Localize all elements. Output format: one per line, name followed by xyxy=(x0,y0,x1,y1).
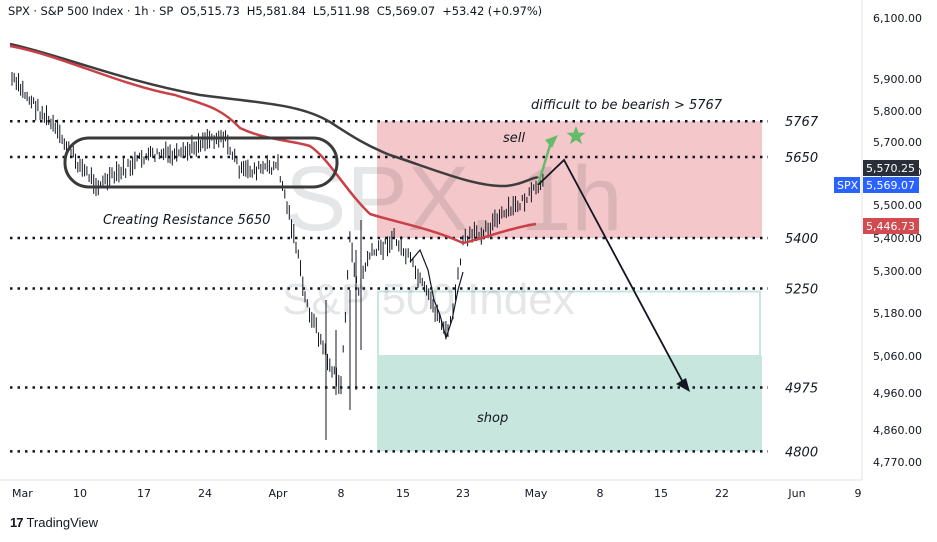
x-tick-label: 17 xyxy=(137,487,151,500)
exchange: SP xyxy=(159,4,174,18)
footer: 17 TradingView xyxy=(10,515,98,530)
x-tick-label: 23 xyxy=(456,487,470,500)
y-tick-label: 5,700.00 xyxy=(873,136,922,149)
x-tick-label: Jun xyxy=(787,487,805,500)
y-tick-label: 4,860.00 xyxy=(873,424,922,437)
y-tick-label: 4,960.00 xyxy=(873,387,922,400)
low-value: L5,511.98 xyxy=(312,4,370,18)
open-value: O5,515.73 xyxy=(180,4,240,18)
chart-header: SPX · S&P 500 Index · 1h · SP O5,515.73 … xyxy=(8,4,542,18)
level-label-5250: 5250 xyxy=(785,283,818,298)
symbol[interactable]: SPX xyxy=(8,4,30,18)
change-value: +53.42 (+0.97%) xyxy=(442,4,543,18)
separator: · xyxy=(33,4,41,18)
sell-zone xyxy=(377,121,762,238)
y-tick-label: 4,770.00 xyxy=(873,456,922,469)
x-tick-label: 9 xyxy=(855,487,862,500)
x-tick-label: 22 xyxy=(715,487,729,500)
y-tick-label: 5,800.00 xyxy=(873,105,922,118)
ma-fast-line xyxy=(9,44,537,245)
close-value: C5,569.07 xyxy=(376,4,436,18)
high-value: H5,581.84 xyxy=(246,4,306,18)
projection-up-arrowhead xyxy=(545,135,558,148)
y-tick-label: 5,300.00 xyxy=(873,265,922,278)
x-tick-label: Mar xyxy=(12,487,33,500)
x-tick-label: 15 xyxy=(396,487,410,500)
price-tag-value: 5,569.07 xyxy=(866,179,915,192)
separator: · xyxy=(126,4,135,18)
y-tick-label: 5,060.00 xyxy=(873,350,922,363)
x-tick-label: May xyxy=(525,487,548,500)
price-tag-symbol-bg xyxy=(834,177,860,193)
x-tick-label: 15 xyxy=(654,487,668,500)
y-tick-label: 5,500.00 xyxy=(873,199,922,212)
level-label-4975: 4975 xyxy=(785,381,818,396)
annotation-2: sell xyxy=(503,131,525,146)
x-tick-label: 8 xyxy=(338,487,345,500)
tradingview-logo-icon[interactable]: 17 xyxy=(10,515,24,530)
projection-up-line xyxy=(536,141,553,186)
level-label-5767: 5767 xyxy=(785,115,819,130)
price-tag-symbol: SPX xyxy=(837,179,859,192)
level-label-4800: 4800 xyxy=(785,445,818,460)
price-tag-bg xyxy=(863,218,919,234)
price-path-apr-dip xyxy=(409,248,464,341)
shop-zone xyxy=(377,356,762,452)
x-tick-label: 24 xyxy=(198,487,212,500)
price-tag-bg xyxy=(863,160,919,176)
price-tag-value: 5,570.25 xyxy=(866,162,915,175)
star-icon xyxy=(566,126,586,145)
y-tick-label: 5,400.00 xyxy=(873,232,922,245)
separator: · xyxy=(152,4,160,18)
annotation-4: shop xyxy=(477,411,508,426)
level-label-5400: 5400 xyxy=(785,232,818,247)
annotation-3: Creating Resistance 5650 xyxy=(103,213,271,228)
x-tick-label: Apr xyxy=(268,487,288,500)
projection-down-line xyxy=(537,158,687,389)
projection-down-arrowhead xyxy=(676,378,690,392)
price-tag-bg xyxy=(863,177,919,193)
level-label-5650: 5650 xyxy=(785,151,818,166)
ma-slow-line xyxy=(9,42,539,188)
annotation-1: difficult to be bearish > 5767 xyxy=(531,98,723,113)
instrument-name: S&P 500 Index xyxy=(40,4,124,18)
resistance-ellipse xyxy=(63,136,339,189)
x-tick-label: 8 xyxy=(597,487,604,500)
y-tick-label: 5,180.00 xyxy=(873,307,922,320)
interval[interactable]: 1h xyxy=(134,4,149,18)
x-tick-label: 10 xyxy=(73,487,87,500)
y-tick-label: 6,100.00 xyxy=(873,12,922,25)
brand-name[interactable]: TradingView xyxy=(26,515,99,530)
y-tick-label: 5,900.00 xyxy=(873,73,922,86)
price-tag-value: 5,446.73 xyxy=(866,220,915,233)
support-box-outline xyxy=(377,290,761,357)
